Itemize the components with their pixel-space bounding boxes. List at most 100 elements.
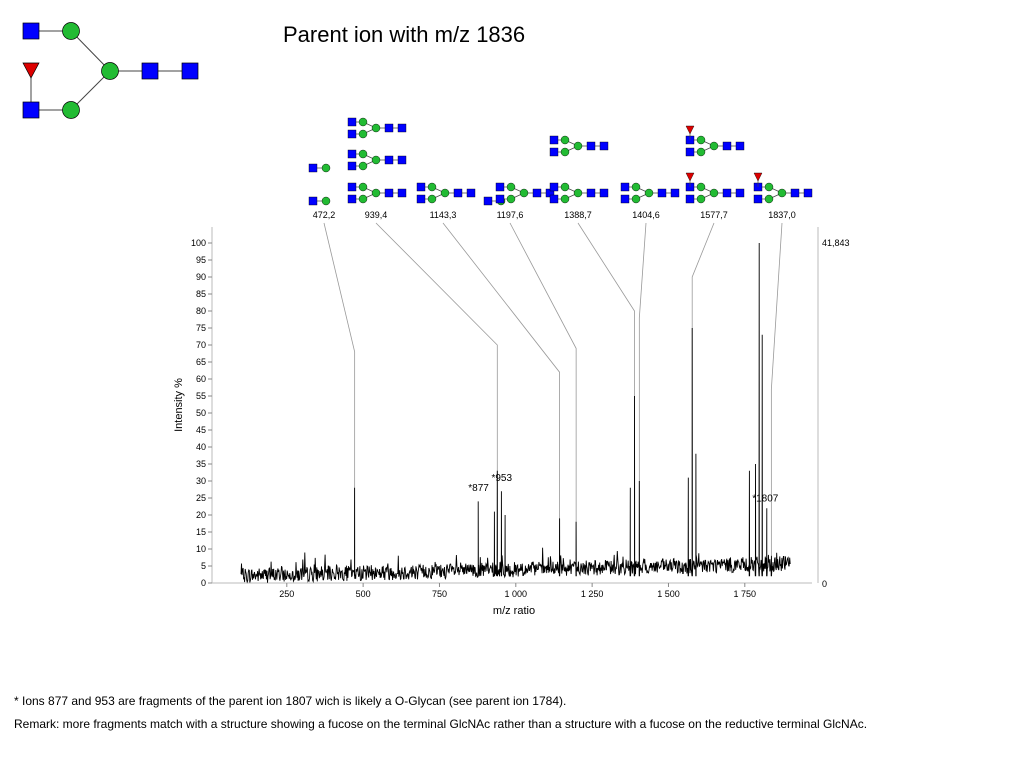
chart-title: Parent ion with m/z 1836 <box>283 22 526 47</box>
glcnac-square-icon <box>722 141 732 151</box>
hexose-circle-icon <box>358 161 368 171</box>
glcnac-square-icon <box>347 161 357 171</box>
hexose-circle-icon <box>371 155 381 165</box>
hexose-circle-icon <box>777 188 787 198</box>
y-tick-label: 40 <box>196 442 206 452</box>
glcnac-square-icon <box>416 182 426 192</box>
hexose-circle-icon <box>644 188 654 198</box>
hexose-circle-icon <box>696 147 706 157</box>
glcnac-square-icon <box>532 188 542 198</box>
y-tick-label: 30 <box>196 476 206 486</box>
y-tick-label: 90 <box>196 272 206 282</box>
glcnac-square-icon <box>657 188 667 198</box>
hexose-circle-icon <box>506 194 516 204</box>
y-tick-label: 80 <box>196 306 206 316</box>
glcnac-square-icon <box>397 123 407 133</box>
glcnac-square-icon <box>141 62 159 80</box>
hexose-circle-icon <box>427 182 437 192</box>
hexose-circle-icon <box>371 123 381 133</box>
glcnac-square-icon <box>384 188 394 198</box>
hexose-circle-icon <box>560 182 570 192</box>
hexose-circle-icon <box>321 163 331 173</box>
fragment-mz-label: 1388,7 <box>564 210 592 220</box>
y-axis-label: Intensity % <box>173 378 185 432</box>
glcnac-square-icon <box>549 135 559 145</box>
glcnac-square-icon <box>347 194 357 204</box>
secondary-axis-top-label: 41,843 <box>822 238 850 248</box>
glcnac-square-icon <box>384 123 394 133</box>
hexose-circle-icon <box>62 22 80 40</box>
hexose-circle-icon <box>358 129 368 139</box>
hexose-circle-icon <box>696 182 706 192</box>
glcnac-square-icon <box>735 141 745 151</box>
y-tick-label: 50 <box>196 408 206 418</box>
y-tick-label: 85 <box>196 289 206 299</box>
hexose-circle-icon <box>709 188 719 198</box>
fragment-mz-label: 1404,6 <box>632 210 660 220</box>
glcnac-square-icon <box>790 188 800 198</box>
fucose-triangle-icon <box>685 125 695 135</box>
hexose-circle-icon <box>764 182 774 192</box>
glcnac-square-icon <box>549 194 559 204</box>
fragment-leader-line <box>770 222 783 556</box>
fragment-leader-line <box>442 222 560 556</box>
hexose-circle-icon <box>631 182 641 192</box>
glcnac-square-icon <box>347 129 357 139</box>
y-tick-label: 95 <box>196 255 206 265</box>
glcnac-square-icon <box>22 22 40 40</box>
secondary-axis-bottom-label: 0 <box>822 579 827 589</box>
glcnac-square-icon <box>347 182 357 192</box>
glcnac-square-icon <box>416 194 426 204</box>
peak-annotations: *877*953 *1807 <box>468 473 779 504</box>
y-tick-label: 15 <box>196 527 206 537</box>
hexose-circle-icon <box>440 188 450 198</box>
glcnac-square-icon <box>347 117 357 127</box>
hexose-circle-icon <box>709 141 719 151</box>
glcnac-square-icon <box>620 182 630 192</box>
hexose-circle-icon <box>358 117 368 127</box>
hexose-circle-icon <box>631 194 641 204</box>
hexose-circle-icon <box>62 101 80 119</box>
x-tick-label: 1 000 <box>505 589 528 599</box>
glcnac-square-icon <box>495 194 505 204</box>
glcnac-square-icon <box>466 188 476 198</box>
glcnac-square-icon <box>753 194 763 204</box>
glcnac-square-icon <box>803 188 813 198</box>
glcnac-square-icon <box>735 188 745 198</box>
glcnac-square-icon <box>495 182 505 192</box>
y-tick-label: 10 <box>196 544 206 554</box>
hexose-circle-icon <box>371 188 381 198</box>
hexose-circle-icon <box>573 188 583 198</box>
hexose-circle-icon <box>696 194 706 204</box>
hexose-circle-icon <box>560 147 570 157</box>
peak-annotation: *877 <box>468 483 489 494</box>
glcnac-square-icon <box>670 188 680 198</box>
fragment-leader-line <box>577 222 635 556</box>
x-tick-label: 1 750 <box>734 589 757 599</box>
x-tick-label: 250 <box>279 589 294 599</box>
y-tick-label: 20 <box>196 510 206 520</box>
y-tick-label: 55 <box>196 391 206 401</box>
glcnac-square-icon <box>308 163 318 173</box>
hexose-circle-icon <box>358 194 368 204</box>
y-tick-label: 75 <box>196 323 206 333</box>
fragment-mz-label: 1143,3 <box>430 210 457 220</box>
glcnac-square-icon <box>599 188 609 198</box>
mass-spectrum-chart: 472,2 939,4 1143,3 1197,6 1388,7 1404,6 1577,7… <box>173 117 850 617</box>
fucose-triangle-icon <box>753 172 763 182</box>
fragment-structures: 472,2 939,4 1143,3 1197,6 1388,7 1404,6 1577,7… <box>308 117 813 220</box>
fucose-triangle-icon <box>22 62 40 79</box>
fragment-leader-line <box>509 222 577 556</box>
hexose-circle-icon <box>358 149 368 159</box>
remark-text: Remark: more fragments match with a stru… <box>14 717 868 731</box>
glcnac-square-icon <box>308 196 318 206</box>
x-tick-label: 500 <box>356 589 371 599</box>
glcnac-square-icon <box>453 188 463 198</box>
fragment-mz-label: 1197,6 <box>497 210 524 220</box>
hexose-circle-icon <box>573 141 583 151</box>
x-tick-label: 1 500 <box>657 589 680 599</box>
hexose-circle-icon <box>764 194 774 204</box>
x-tick-label: 1 250 <box>581 589 604 599</box>
fragment-mz-label: 939,4 <box>365 210 388 220</box>
y-tick-label: 35 <box>196 459 206 469</box>
